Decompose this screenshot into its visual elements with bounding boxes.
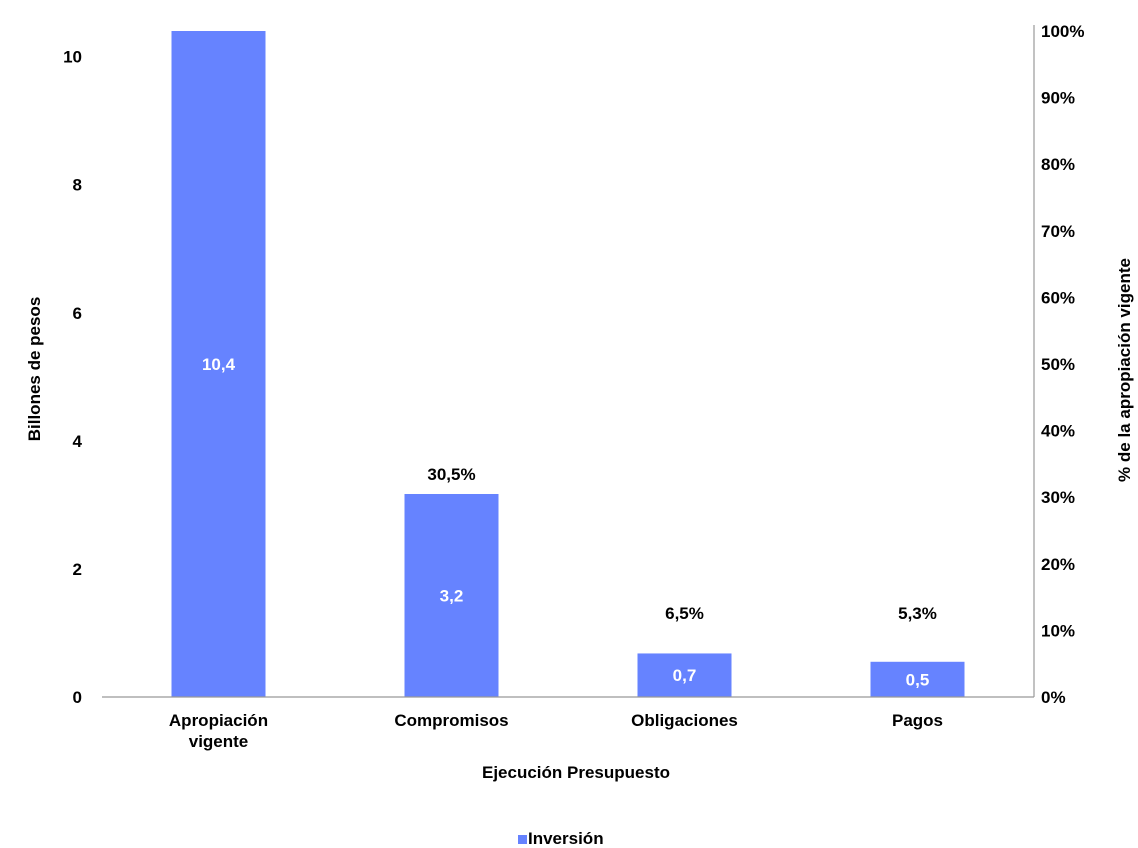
percent-label: 5,3%	[898, 604, 937, 623]
y2-tick-label: 80%	[1041, 155, 1075, 174]
y-tick-label: 4	[73, 432, 83, 451]
y-axis-title: Billones de pesos	[25, 297, 44, 442]
percent-labels: 30,5% 6,5% 5,3%	[427, 465, 936, 623]
y-tick-label: 0	[73, 688, 82, 707]
legend-swatch-inversion	[518, 835, 527, 844]
y2-tick-label: 90%	[1041, 89, 1075, 108]
y2-tick-label: 70%	[1041, 222, 1075, 241]
bar	[637, 653, 732, 697]
bar-value-labels: 10,4 3,2 0,7 0,5	[202, 355, 929, 689]
y-tick-label: 10	[63, 48, 82, 67]
y2-axis-ticks: 0% 10% 20% 30% 40% 50% 60% 70% 80% 90% 100%	[1041, 22, 1084, 707]
y-tick-label: 2	[73, 560, 82, 579]
x-axis-title: Ejecución Presupuesto	[482, 763, 670, 782]
y2-axis-title: % de la apropiación vigente	[1115, 258, 1134, 482]
x-tick-label: Apropiación vigente	[169, 711, 268, 751]
y2-tick-label: 60%	[1041, 288, 1075, 307]
bar-value-label: 0,7	[673, 666, 697, 685]
legend-label-inversion: Inversión	[528, 829, 604, 848]
y-tick-label: 8	[73, 176, 82, 195]
x-axis-ticks: Apropiación vigente Compromisos Obligacione…	[169, 711, 943, 751]
y2-tick-label: 50%	[1041, 355, 1075, 374]
percent-label: 30,5%	[427, 465, 475, 484]
y2-tick-label: 20%	[1041, 555, 1075, 574]
y2-tick-label: 40%	[1041, 422, 1075, 441]
percent-label: 6,5%	[665, 604, 704, 623]
x-tick-label: Pagos	[892, 711, 943, 730]
y2-tick-label: 10%	[1041, 621, 1075, 640]
x-tick-label: Obligaciones	[631, 711, 738, 730]
bar	[870, 661, 965, 697]
bar-value-label: 10,4	[202, 355, 236, 374]
y-tick-label: 6	[73, 304, 82, 323]
bar-value-label: 3,2	[440, 586, 464, 605]
y-axis-ticks: 0 2 4 6 8 10	[63, 48, 82, 707]
bar	[404, 493, 499, 697]
bar-value-label: 0,5	[906, 670, 930, 689]
y2-tick-label: 100%	[1041, 22, 1084, 41]
y2-tick-label: 0%	[1041, 688, 1066, 707]
legend: Inversión	[518, 829, 604, 848]
bars	[171, 31, 965, 697]
bar	[171, 31, 266, 697]
y2-tick-label: 30%	[1041, 488, 1075, 507]
x-tick-label: Compromisos	[394, 711, 508, 730]
